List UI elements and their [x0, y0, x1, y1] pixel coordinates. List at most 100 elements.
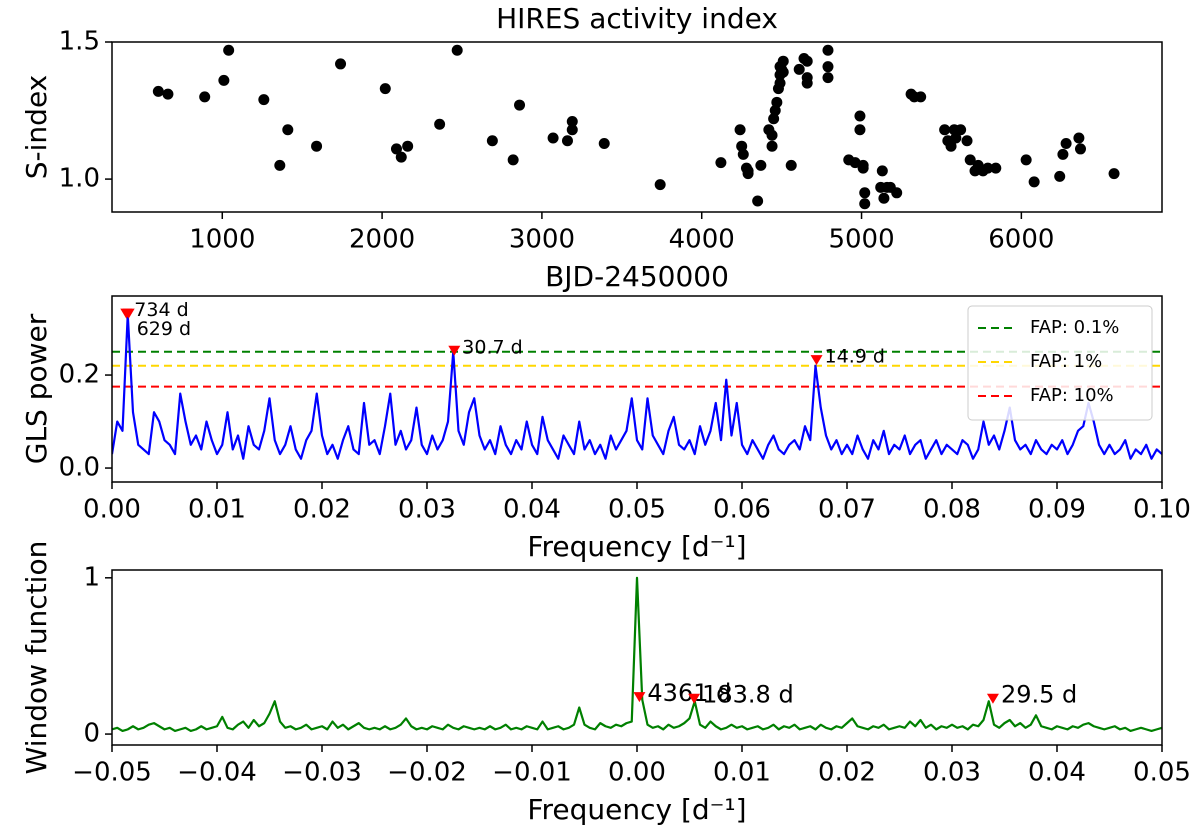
y-tick-label: 0.2 — [59, 360, 100, 390]
legend-box — [967, 305, 1153, 421]
peak-marker — [986, 693, 999, 704]
x-tick-label: 0.03 — [923, 758, 981, 788]
data-point — [514, 99, 526, 111]
data-point — [785, 159, 797, 171]
data-point — [859, 198, 871, 210]
data-point — [1020, 154, 1032, 166]
y-axis-label: GLS power — [20, 313, 53, 464]
y-tick-label: 1.5 — [59, 27, 100, 57]
data-point — [822, 44, 834, 56]
data-point — [742, 165, 754, 177]
peak-label: 4361 d — [647, 679, 731, 707]
data-point — [1108, 168, 1120, 180]
series-line — [112, 313, 1162, 460]
axes-frame — [111, 295, 1163, 483]
data-point — [162, 88, 174, 100]
data-point — [258, 94, 270, 106]
x-tick-label: 0.04 — [1028, 758, 1086, 788]
peak-marker — [122, 308, 135, 319]
peak-label: 30.7 d — [462, 336, 522, 358]
data-point — [859, 187, 871, 199]
data-point — [451, 44, 463, 56]
data-point — [876, 165, 888, 177]
peak-marker — [633, 692, 646, 703]
data-point — [752, 195, 764, 207]
panel: Frequency [d⁻¹] Window function −0.05 −0.04… — [20, 541, 1191, 826]
x-tick-label: 0.02 — [818, 758, 876, 788]
data-point — [152, 85, 164, 97]
data-point — [755, 159, 767, 171]
data-point — [598, 137, 610, 149]
x-tick-label: 2000 — [349, 225, 415, 255]
data-point — [1028, 176, 1040, 188]
data-point — [566, 124, 578, 136]
data-point — [854, 110, 866, 122]
y-tick-label: 0.0 — [59, 453, 100, 483]
data-point — [766, 140, 778, 152]
x-tick-label: 0.01 — [188, 495, 246, 525]
data-point — [1073, 132, 1085, 144]
data-point — [955, 124, 967, 136]
data-point — [218, 74, 230, 86]
x-tick-label: 0.01 — [713, 758, 771, 788]
legend-label: FAP: 0.1% — [1030, 317, 1119, 338]
x-tick-label: 5000 — [828, 225, 894, 255]
data-point — [801, 55, 813, 67]
series-line — [112, 576, 1162, 733]
peak-label: 734 d — [134, 299, 188, 321]
data-point — [766, 129, 778, 141]
data-point — [199, 91, 211, 103]
data-point — [282, 124, 294, 136]
data-point — [274, 159, 286, 171]
peak-label: 629 d — [137, 318, 191, 340]
data-point — [734, 124, 746, 136]
data-point — [395, 151, 407, 163]
x-tick-label: −0.04 — [177, 758, 257, 788]
data-point — [891, 187, 903, 199]
data-point — [950, 132, 962, 144]
data-point — [736, 140, 748, 152]
chart-title: HIRES activity index — [496, 2, 778, 35]
x-tick-label: −0.02 — [387, 758, 467, 788]
y-tick-label: 1 — [83, 562, 100, 592]
data-point — [777, 55, 789, 67]
legend-label: FAP: 10% — [1030, 385, 1114, 406]
x-tick-label: 0.10 — [1133, 495, 1191, 525]
y-axis-label: S-index — [20, 75, 53, 179]
data-point — [857, 162, 869, 174]
x-tick-label: 0.05 — [608, 495, 666, 525]
x-tick-label: 0.02 — [293, 495, 351, 525]
data-point — [486, 135, 498, 147]
x-axis-label: BJD-2450000 — [545, 260, 729, 293]
data-point — [822, 61, 834, 73]
data-point — [915, 91, 927, 103]
data-point — [561, 135, 573, 147]
peak-label: 29.5 d — [1001, 681, 1077, 709]
data-point — [854, 124, 866, 136]
data-point — [822, 72, 834, 84]
x-tick-label: 0.03 — [398, 495, 456, 525]
data-point — [1057, 148, 1069, 160]
data-point — [961, 135, 973, 147]
data-point — [774, 77, 786, 89]
data-point — [390, 143, 402, 155]
data-point — [945, 140, 957, 152]
data-point — [311, 140, 323, 152]
peak-label: 183.8 d — [702, 681, 794, 709]
data-point — [768, 113, 780, 125]
x-tick-label: −0.03 — [282, 758, 362, 788]
data-point — [777, 66, 789, 78]
x-tick-label: −0.01 — [492, 758, 572, 788]
y-tick-label: 1.0 — [59, 164, 100, 194]
plot-area — [112, 576, 1162, 733]
data-point — [769, 105, 781, 117]
data-point — [566, 116, 578, 128]
x-axis-label: Frequency [d⁻¹] — [527, 793, 746, 826]
data-point — [379, 83, 391, 95]
data-point — [1060, 137, 1072, 149]
panel: HIRES activity index BJD-2450000 S-index 10… — [20, 2, 1163, 293]
data-point — [737, 148, 749, 160]
data-point — [793, 63, 805, 75]
data-point — [402, 140, 414, 152]
data-point — [1054, 170, 1066, 182]
